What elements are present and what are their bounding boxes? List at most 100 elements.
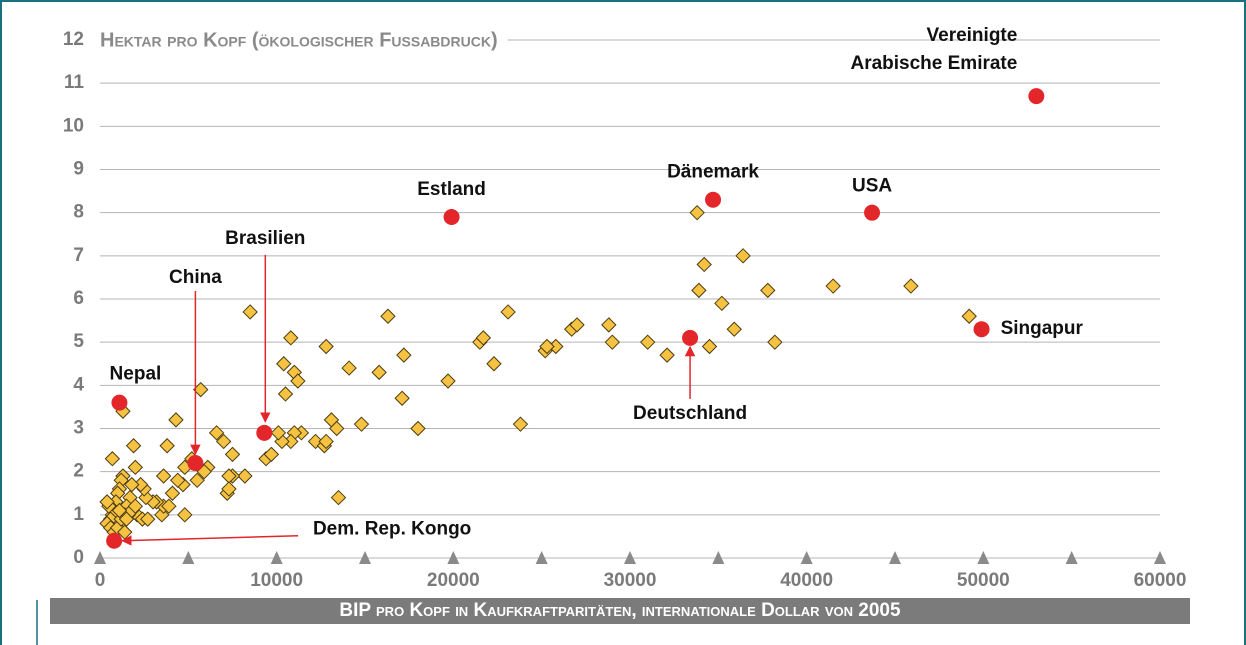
- highlight-point: [973, 321, 990, 338]
- point: [539, 338, 555, 355]
- point-label: Dänemark: [667, 162, 759, 183]
- point: [440, 373, 456, 389]
- point: [601, 317, 617, 333]
- x-tick-label: 0: [95, 570, 106, 591]
- point: [125, 438, 142, 454]
- point: [177, 507, 193, 523]
- point: [318, 433, 334, 450]
- y-tick-label: 2: [73, 461, 84, 482]
- point: [371, 364, 387, 381]
- highlight-point: [443, 208, 460, 225]
- y-tick-label: 10: [63, 115, 84, 136]
- x-tick-mark: [447, 551, 460, 564]
- point: [353, 416, 370, 432]
- point: [164, 485, 181, 501]
- y-tick-label: 11: [64, 72, 85, 93]
- point: [155, 468, 172, 484]
- y-tick-label: 8: [73, 202, 84, 223]
- x-tick-label: 40000: [780, 570, 833, 591]
- point: [237, 468, 253, 484]
- point: [215, 433, 232, 450]
- x-tick-mark: [270, 551, 283, 564]
- point: [104, 451, 121, 467]
- x-tick-mark: [94, 551, 106, 564]
- point: [341, 360, 357, 376]
- point-label: Nepal: [110, 364, 162, 385]
- x-title-bar: [50, 598, 1190, 624]
- point: [138, 489, 154, 506]
- y-tick-label: 3: [73, 418, 84, 439]
- highlight-point: [864, 204, 881, 221]
- point: [277, 386, 294, 402]
- point: [124, 476, 140, 493]
- point-label: Dem. Rep. Kongo: [313, 519, 471, 540]
- point: [168, 412, 184, 428]
- point: [701, 338, 718, 355]
- point: [290, 373, 306, 389]
- point: [689, 204, 705, 221]
- point-label: Deutschland: [633, 403, 747, 424]
- point: [318, 338, 334, 355]
- highlight-point: [106, 532, 123, 549]
- point: [475, 330, 492, 346]
- x-title: BIP pro Kopf in Kaufkraftparitäten, inte…: [339, 600, 901, 621]
- y-tick-label: 4: [73, 374, 84, 395]
- label-arrow: [121, 534, 299, 546]
- x-tick-mark: [624, 551, 636, 564]
- x-tick-label: 50000: [957, 570, 1010, 591]
- y-tick-label: 7: [73, 245, 84, 266]
- highlight-point: [111, 394, 128, 411]
- x-tick-mark: [182, 551, 195, 564]
- point: [486, 356, 502, 372]
- point: [99, 494, 115, 510]
- point: [500, 304, 516, 320]
- highlight-point: [256, 424, 273, 441]
- point: [569, 317, 585, 333]
- point: [330, 489, 347, 506]
- point: [961, 308, 977, 324]
- point-label: Singapur: [1001, 318, 1084, 339]
- point: [410, 420, 426, 437]
- point-label: Arabische Emirate: [850, 53, 1017, 74]
- y-tick-label: 1: [73, 504, 84, 525]
- point: [825, 278, 841, 294]
- point: [242, 304, 258, 320]
- x-tick-mark: [977, 551, 990, 564]
- point: [735, 248, 751, 264]
- x-tick-label: 60000: [1134, 570, 1187, 591]
- point: [221, 481, 237, 497]
- point: [118, 511, 135, 527]
- x-tick-mark: [1154, 551, 1166, 564]
- highlight-point: [187, 455, 204, 472]
- point: [329, 420, 345, 437]
- y-tick-label: 0: [73, 547, 84, 568]
- point: [127, 459, 144, 476]
- point: [691, 282, 707, 299]
- point: [161, 498, 177, 514]
- highlight-point: [705, 191, 722, 208]
- point: [263, 446, 280, 463]
- x-tick-mark: [535, 551, 548, 564]
- point: [767, 334, 783, 350]
- x-tick-mark: [889, 551, 901, 564]
- y-tick-label: 12: [63, 29, 84, 50]
- x-tick-mark: [1065, 551, 1078, 564]
- point: [604, 334, 621, 350]
- point: [714, 295, 730, 312]
- point: [224, 446, 241, 463]
- point: [159, 438, 175, 454]
- x-tick-mark: [359, 551, 371, 564]
- point: [396, 347, 412, 363]
- point-label: China: [169, 267, 222, 288]
- point-label: Brasilien: [225, 228, 305, 249]
- point: [394, 390, 410, 406]
- x-tick-mark: [712, 551, 725, 564]
- point: [639, 334, 656, 350]
- point: [760, 282, 776, 299]
- point: [726, 321, 742, 337]
- x-tick-mark: [800, 551, 813, 564]
- point: [276, 356, 292, 372]
